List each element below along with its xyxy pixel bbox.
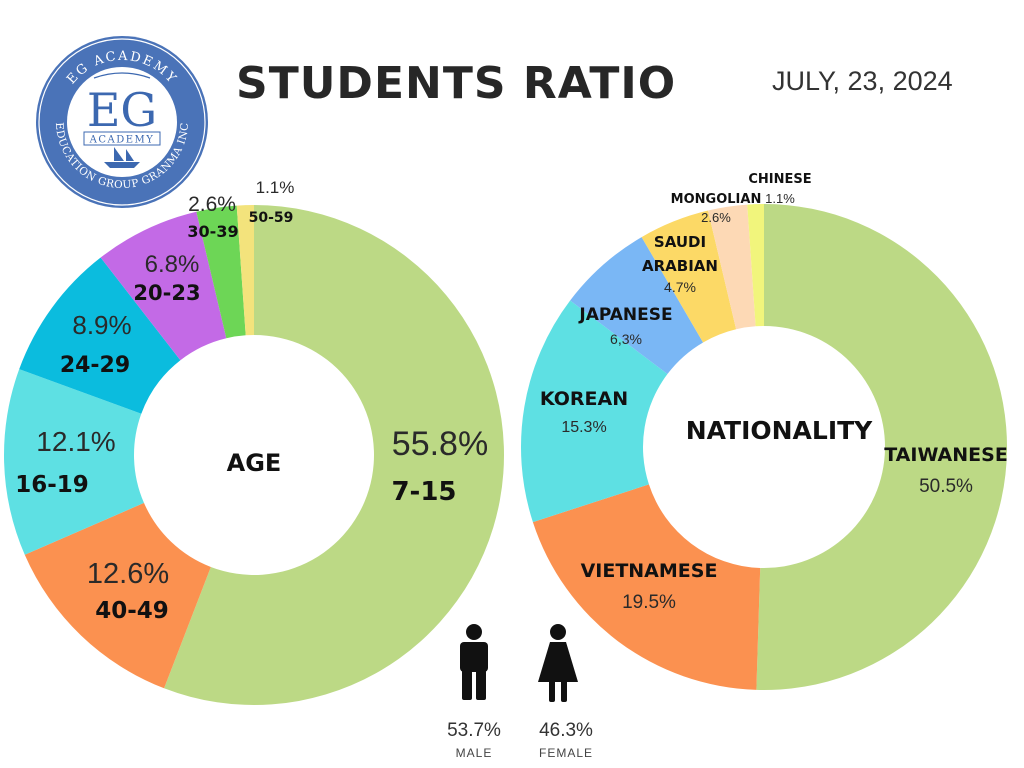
male-percent: 53.7%	[447, 720, 501, 741]
age-label-50-59: 50-59	[249, 210, 294, 226]
age-label-7-15: 7-15	[391, 477, 456, 507]
age-chart-slice-3	[19, 257, 181, 414]
nationality-chart-title: NATIONALITY	[686, 416, 873, 445]
age-chart-slice-2	[3, 369, 144, 555]
male-icon	[460, 624, 488, 700]
nat-label-1-0: VIETNAMESE	[581, 560, 718, 582]
nat-value-4: 4.7%	[664, 279, 696, 295]
nat-label-3-0: JAPANESE	[578, 305, 672, 325]
age-chart-slice-0	[164, 205, 504, 705]
nat-value-2: 15.3%	[561, 419, 606, 436]
eg-academy-logo: EG ACADEMY EDUCATION GROUP GRANMA INC EG…	[36, 36, 208, 208]
age-chart-title: AGE	[227, 449, 282, 477]
nat-label-5-0: MONGOLIAN	[671, 192, 762, 207]
nat-label-4-1: ARABIAN	[642, 257, 718, 275]
female-icon	[538, 624, 578, 702]
logo-sub: ACADEMY	[89, 135, 155, 146]
nationality-donut-chart	[521, 203, 1008, 690]
nat-chart-slice-0	[756, 203, 1008, 690]
nat-label-4-0: SAUDI	[654, 233, 706, 251]
age-label-24-29: 24-29	[60, 353, 130, 378]
age-value-7-15: 55.8%	[392, 425, 488, 463]
age-value-50-59: 1.1%	[256, 178, 295, 197]
logo-inner-disc	[67, 67, 177, 177]
age-donut-chart	[3, 205, 504, 705]
nat-chart-slice-2	[521, 300, 668, 523]
logo-initials: EG	[87, 83, 157, 137]
nat-chart-slice-5	[708, 204, 756, 330]
female-label: FEMALE	[538, 746, 593, 760]
nat-value-3: 6,3%	[610, 331, 642, 347]
nat-value-6: 1.1%	[765, 191, 795, 206]
age-value-20-23: 6.8%	[145, 251, 200, 278]
age-chart-slice-1	[24, 502, 211, 689]
age-chart-slice-4	[100, 211, 227, 361]
nat-chart-slice-1	[532, 484, 761, 690]
nat-chart-slice-3	[570, 237, 704, 375]
nat-chart-slice-6	[747, 204, 764, 327]
age-label-30-39: 30-39	[187, 222, 238, 241]
age-label-40-49: 40-49	[95, 598, 169, 624]
nat-label-0-0: TAIWANESE	[884, 444, 1008, 466]
report-date: JULY, 23, 2024	[772, 66, 953, 96]
age-chart-slice-6	[236, 205, 254, 336]
female-percent: 46.3%	[539, 720, 593, 741]
age-label-20-23: 20-23	[133, 281, 200, 305]
nat-value-0: 50.5%	[919, 476, 973, 497]
age-value-40-49: 12.6%	[87, 558, 169, 590]
age-value-24-29: 8.9%	[72, 310, 131, 340]
ship-icon	[104, 162, 140, 168]
age-value-16-19: 12.1%	[36, 426, 115, 457]
male-label: MALE	[455, 746, 493, 760]
page-title: STUDENTS RATIO	[236, 58, 677, 109]
nat-label-2-0: KOREAN	[540, 388, 628, 410]
age-label-16-19: 16-19	[15, 472, 89, 498]
age-chart-slice-5	[196, 205, 246, 339]
nat-label-6-0: CHINESE	[748, 172, 811, 187]
nat-value-1: 19.5%	[622, 592, 676, 613]
age-value-30-39: 2.6%	[188, 193, 236, 216]
nat-value-5: 2.6%	[701, 210, 731, 225]
nat-chart-slice-4	[641, 210, 737, 343]
